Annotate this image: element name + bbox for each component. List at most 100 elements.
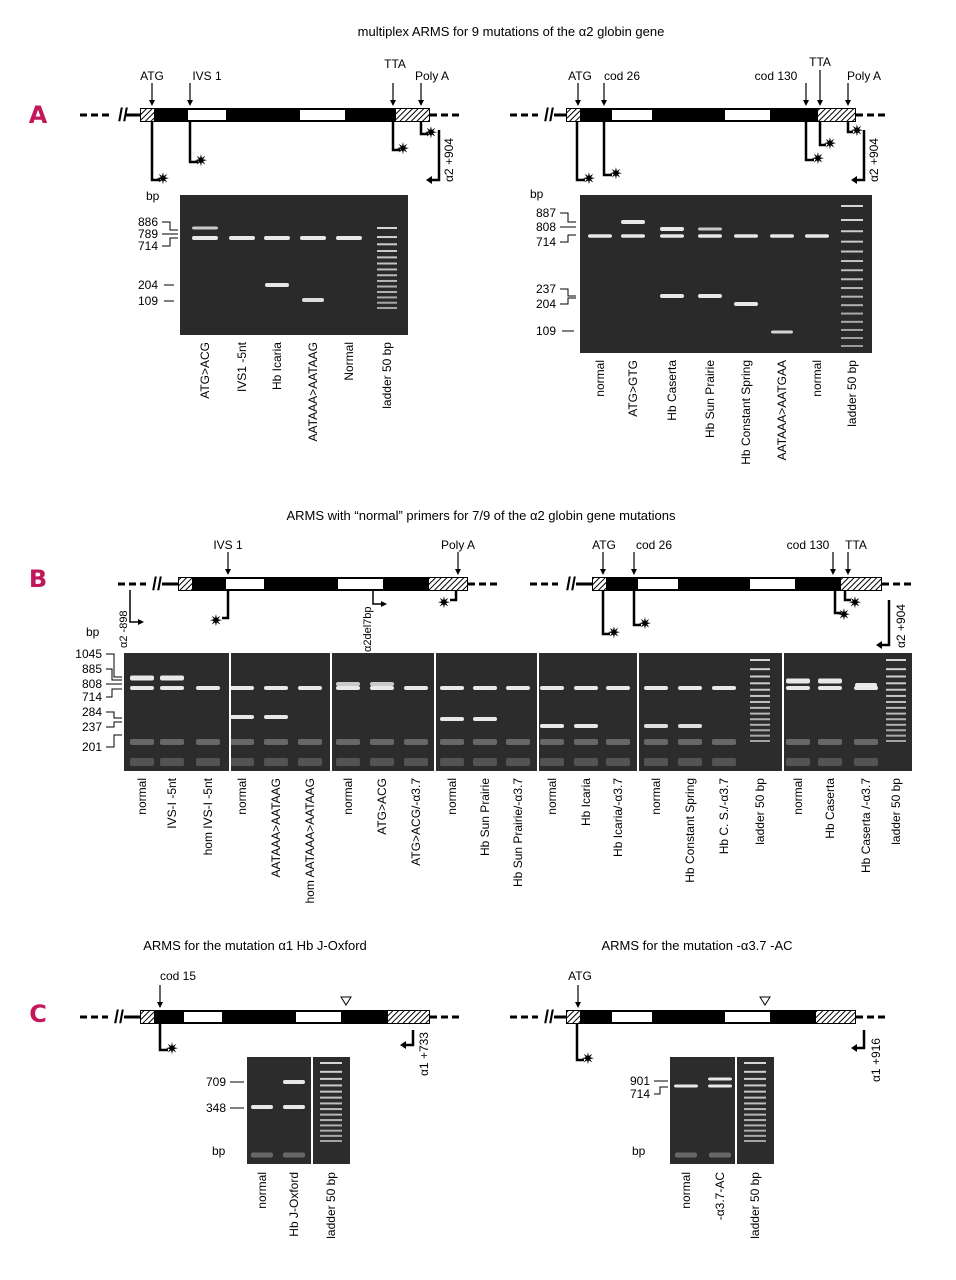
ladder-band: [377, 268, 397, 271]
gel-band: [196, 686, 220, 690]
ladder-band: [377, 236, 397, 239]
svg-text:284: 284: [82, 705, 102, 719]
svg-text:✷: ✷: [638, 616, 651, 633]
gel-band: [786, 739, 810, 745]
lane-label: Hb C. S./-α3.7: [717, 778, 731, 855]
lane-label: ATG>GTG: [626, 360, 640, 417]
svg-text:348: 348: [206, 1101, 226, 1115]
lane-labels-b: normal IVS-I -5nt hom IVS-I -5nt normal AATA…: [135, 777, 903, 903]
svg-text://: //: [114, 1007, 124, 1027]
ladder-band: [744, 1062, 766, 1064]
ladder-band: [744, 1129, 766, 1132]
ladder-band: [744, 1096, 766, 1099]
primer-label: α1 +733: [417, 1032, 431, 1076]
lane-label: normal: [791, 778, 805, 815]
svg-text:✷: ✷: [209, 613, 222, 630]
svg-text:204: 204: [138, 278, 158, 292]
gel-block: [124, 653, 229, 771]
lane-label: normal: [679, 1172, 693, 1209]
ladder-band: [886, 694, 906, 697]
lane-labels-c-left: normal Hb J-Oxford ladder 50 bp: [255, 1172, 338, 1239]
ladder-band: [320, 1124, 342, 1127]
gel-band: [644, 739, 668, 745]
gel-band: [130, 739, 154, 745]
lane-label: normal: [810, 360, 824, 397]
gel-a-right: [580, 195, 872, 353]
gel-band: [283, 1105, 305, 1109]
svg-text:237: 237: [82, 720, 102, 734]
gel-block: [247, 1057, 311, 1164]
lane-label: normal: [255, 1172, 269, 1209]
gel-band: [404, 758, 428, 766]
lane-label: ladder 50 bp: [845, 360, 859, 427]
ladder-band: [886, 729, 906, 732]
gel-band: [230, 758, 254, 766]
lane-label: Normal: [342, 342, 356, 381]
ladder-band: [841, 295, 863, 298]
gel-band: [854, 758, 878, 766]
ladder-band: [377, 262, 397, 265]
ladder-band: [320, 1119, 342, 1122]
gel-band: [644, 724, 668, 728]
ladder-band: [886, 718, 906, 721]
lane-label: IVS-I -5nt: [165, 777, 179, 828]
ladder-band: [320, 1090, 342, 1093]
gene-label: ATG: [568, 969, 592, 983]
gel-band: [818, 686, 842, 690]
svg-text:✷: ✷: [582, 171, 595, 188]
ladder-band: [750, 729, 770, 732]
ladder-band: [320, 1070, 342, 1073]
lane-label: ladder 50 bp: [748, 1172, 762, 1239]
ladder-band: [377, 307, 397, 309]
ladder-band: [744, 1119, 766, 1122]
svg-text:✷: ✷: [437, 595, 450, 612]
ladder-band: [744, 1140, 766, 1142]
gel-band: [473, 758, 497, 766]
svg-text:✷: ✷: [837, 607, 850, 624]
gel-a-left-bands: [192, 226, 397, 309]
size-markers-a-left: 886 789 714 204 109: [138, 215, 178, 308]
gel-band: [606, 758, 630, 766]
gel-band: [370, 682, 394, 686]
lane-label: Hb Sun Prairie: [478, 778, 492, 856]
gel-band: [336, 236, 362, 240]
svg-text:109: 109: [536, 324, 556, 338]
gel-band: [264, 236, 290, 240]
ladder-band: [841, 320, 863, 323]
gel-band: [698, 234, 722, 238]
gel-band: [540, 724, 564, 728]
gel-band: [196, 739, 220, 745]
svg-text:1045: 1045: [75, 647, 102, 661]
lane-label: Hb Icaria: [579, 778, 593, 826]
gene-label: TTA: [809, 55, 831, 69]
gel-band: [854, 739, 878, 745]
ladder-band: [320, 1129, 342, 1132]
lane-labels-a-left: ATG>ACG IVS1 -5nt Hb Icaria AATAAA>AATAAG No…: [198, 341, 394, 441]
gel-band: [818, 739, 842, 745]
gel-b: [124, 653, 912, 771]
lane-label: ladder 50 bp: [324, 1172, 338, 1239]
gel-band: [708, 1084, 732, 1088]
gel-band: [404, 686, 428, 690]
svg-text:201: 201: [82, 740, 102, 754]
gel-band: [675, 1152, 697, 1158]
svg-text:237: 237: [536, 282, 556, 296]
gel-band: [370, 739, 394, 745]
lane-label: ladder 50 bp: [380, 342, 394, 409]
svg-text:714: 714: [138, 239, 158, 253]
gel-band: [264, 686, 288, 690]
gel-band: [698, 227, 722, 231]
ladder-band: [750, 723, 770, 726]
gene-label: Poly A: [847, 69, 881, 83]
svg-text:✷: ✷: [581, 1051, 594, 1068]
ladder-band: [744, 1108, 766, 1111]
gel-band: [283, 1152, 305, 1158]
gel-band: [473, 686, 497, 690]
ladder-band: [841, 287, 863, 290]
size-markers-b: 1045 885 808 714 284 237 201: [75, 647, 122, 754]
ladder-band: [886, 659, 906, 661]
panel-c-left-title: ARMS for the mutation α1 Hb J-Oxford: [143, 938, 367, 953]
panel-a-left-gene-diagram: // ✷ ✷ ✷ ✷: [80, 83, 462, 188]
ladder-band: [841, 337, 863, 340]
svg-text:✷: ✷: [424, 125, 437, 142]
